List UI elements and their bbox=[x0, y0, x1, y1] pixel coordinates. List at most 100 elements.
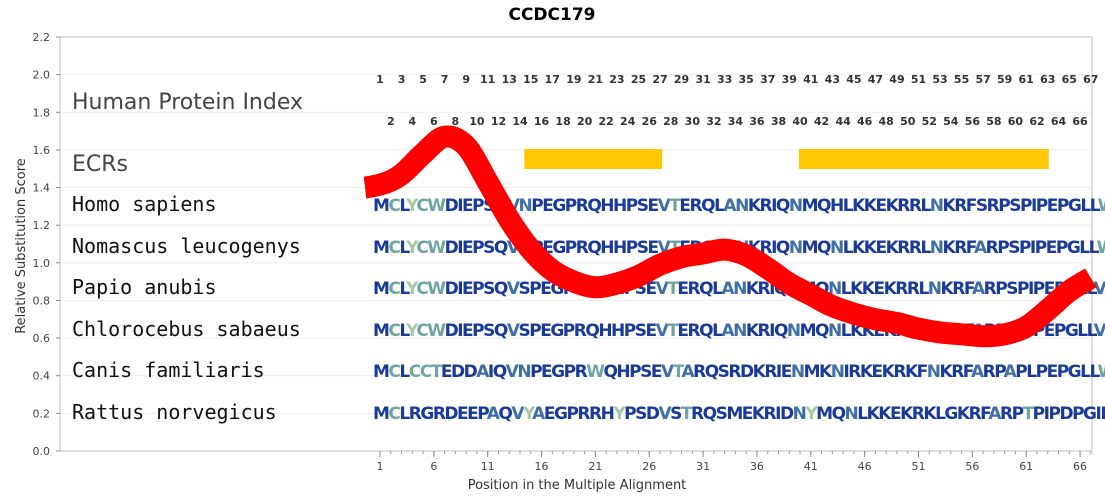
residue: V bbox=[656, 279, 670, 299]
residue: C bbox=[388, 196, 400, 216]
index-label: 25 bbox=[631, 73, 646, 86]
residue: P bbox=[1015, 362, 1027, 382]
species-label: Rattus norvegicus bbox=[72, 400, 277, 424]
residue: K bbox=[943, 196, 957, 216]
residue: S bbox=[640, 362, 651, 382]
index-label: 53 bbox=[932, 73, 947, 86]
y-tick-label: 1.0 bbox=[33, 257, 51, 270]
species-label: Homo sapiens bbox=[72, 192, 217, 216]
residue: A bbox=[971, 362, 985, 382]
residue: R bbox=[589, 404, 602, 424]
plot-area bbox=[59, 36, 1093, 452]
residue: I bbox=[776, 362, 781, 382]
residue: S bbox=[635, 321, 646, 341]
residue: Q bbox=[703, 404, 717, 424]
residue: C bbox=[388, 279, 400, 299]
index-label: 3 bbox=[398, 73, 406, 86]
residue: V bbox=[507, 321, 521, 341]
index-label: 39 bbox=[782, 73, 797, 86]
residue: C bbox=[388, 404, 400, 424]
residue: A bbox=[972, 279, 986, 299]
residue: E bbox=[781, 362, 792, 382]
residue: D bbox=[445, 238, 459, 258]
residue: R bbox=[576, 238, 589, 258]
index-label: 10 bbox=[469, 115, 485, 128]
x-tick-label: 11 bbox=[481, 460, 495, 473]
residue: W bbox=[427, 279, 446, 299]
residue: W bbox=[427, 238, 446, 258]
residue: P bbox=[1036, 196, 1048, 216]
residue: P bbox=[1057, 196, 1069, 216]
residue: H bbox=[611, 321, 624, 341]
residue: R bbox=[897, 196, 910, 216]
residue: K bbox=[746, 321, 760, 341]
residue: D bbox=[451, 362, 465, 382]
residue: K bbox=[862, 279, 876, 299]
residue: K bbox=[860, 362, 874, 382]
residue: R bbox=[897, 238, 910, 258]
residue: K bbox=[819, 362, 833, 382]
residue: W bbox=[1097, 238, 1105, 258]
residue: V bbox=[511, 404, 525, 424]
residue: K bbox=[941, 279, 955, 299]
residue: Q bbox=[776, 238, 790, 258]
residue: Q bbox=[776, 196, 790, 216]
index-label: 32 bbox=[706, 115, 721, 128]
alignment: Homo sapiens MCLYCWDIEPSQVNPEGPRQHHPSEVTE… bbox=[72, 192, 1105, 424]
residue: I bbox=[457, 321, 462, 341]
residue: M bbox=[804, 362, 820, 382]
residue: R bbox=[984, 279, 997, 299]
residue: K bbox=[753, 362, 767, 382]
index-label: 31 bbox=[695, 73, 710, 86]
residue: A bbox=[487, 404, 501, 424]
residue: D bbox=[445, 321, 459, 341]
residue: R bbox=[577, 404, 590, 424]
residue: A bbox=[974, 238, 988, 258]
residue: A bbox=[1004, 362, 1018, 382]
index-label: 30 bbox=[685, 115, 701, 128]
index-label: 64 bbox=[1051, 115, 1067, 128]
residue: N bbox=[845, 404, 858, 424]
residue: S bbox=[483, 279, 494, 299]
residue: N bbox=[927, 362, 940, 382]
residue: R bbox=[688, 279, 701, 299]
residue: S bbox=[670, 404, 681, 424]
residue: M bbox=[373, 404, 389, 424]
residue: R bbox=[987, 196, 1000, 216]
residue: N bbox=[789, 238, 802, 258]
residue: P bbox=[629, 362, 641, 382]
species-label: Papio anubis bbox=[72, 275, 217, 299]
y-tick-label: 0.4 bbox=[33, 370, 51, 383]
residue: R bbox=[954, 196, 967, 216]
residue: E bbox=[1047, 362, 1058, 382]
x-tick-label: 61 bbox=[1019, 460, 1033, 473]
residue: K bbox=[940, 362, 954, 382]
residue: H bbox=[613, 238, 626, 258]
y-axis-label: Relative Substitution Score bbox=[14, 158, 29, 334]
index-label: 26 bbox=[642, 115, 658, 128]
index-label: 46 bbox=[857, 115, 873, 128]
residue: P bbox=[1048, 404, 1060, 424]
residue: G bbox=[551, 362, 564, 382]
residue: K bbox=[852, 238, 866, 258]
residue: R bbox=[986, 238, 999, 258]
index-label: 2 bbox=[387, 115, 395, 128]
index-label: 52 bbox=[922, 115, 937, 128]
residue: Q bbox=[817, 196, 831, 216]
residue: V bbox=[661, 362, 675, 382]
residue: K bbox=[957, 404, 971, 424]
residue: Q bbox=[498, 404, 512, 424]
ecr-track bbox=[524, 149, 1049, 169]
index-label: 54 bbox=[943, 115, 959, 128]
residue: P bbox=[531, 196, 543, 216]
residue: S bbox=[483, 321, 494, 341]
residue: M bbox=[373, 279, 389, 299]
x-tick-label: 36 bbox=[750, 460, 764, 473]
residue: R bbox=[1000, 404, 1013, 424]
sequence-row: MCLRGRDEEPAQVYAEGPRRHYPSDVSTRQSMEKRIDNYM… bbox=[373, 404, 1105, 424]
residue: V bbox=[507, 279, 521, 299]
residue: E bbox=[873, 279, 884, 299]
residue: R bbox=[760, 196, 773, 216]
index-label: 11 bbox=[480, 73, 495, 86]
